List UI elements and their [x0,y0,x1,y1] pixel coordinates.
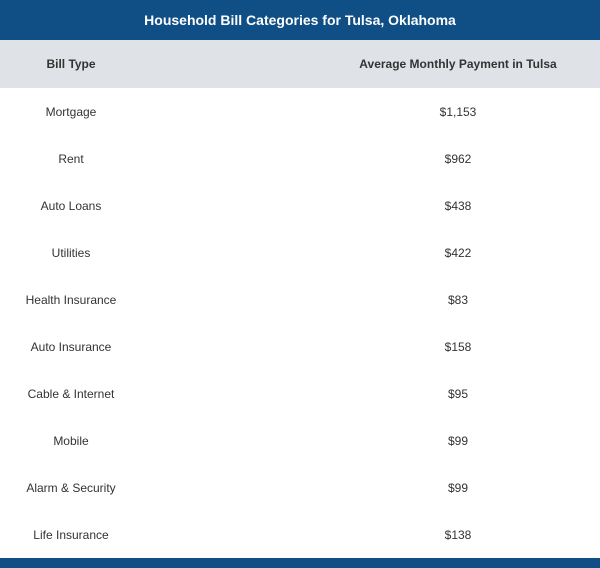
table-row: Alarm & Security $99 [0,464,600,511]
header-bill-type: Bill Type [46,57,96,71]
payment-cell: $422 [444,245,472,260]
table-row: Life Insurance $138 [0,511,600,558]
bottom-bar [0,558,600,568]
bill-type-cell: Alarm & Security [26,480,116,495]
bill-type-cell: Life Insurance [33,527,109,542]
bill-type-cell: Cable & Internet [27,386,115,401]
payment-cell: $138 [444,527,472,542]
table-row: Health Insurance $83 [0,276,600,323]
header-average-payment: Average Monthly Payment in Tulsa [359,57,557,71]
table-title: Household Bill Categories for Tulsa, Okl… [0,0,600,40]
table-row: Rent $962 [0,135,600,182]
payment-cell: $99 [447,433,469,448]
bill-type-cell: Health Insurance [25,292,117,307]
bill-type-cell: Utilities [51,245,91,260]
bill-type-cell: Rent [58,151,84,166]
payment-cell: $83 [447,292,469,307]
payment-cell: $95 [447,386,469,401]
payment-cell: $158 [444,339,472,354]
table-row: Auto Insurance $158 [0,323,600,370]
table-row: Mobile $99 [0,417,600,464]
table-row: Utilities $422 [0,229,600,276]
payment-cell: $438 [444,198,472,213]
table-body: Mortgage $1,153 Rent $962 Auto Loans $438 Util… [0,88,600,558]
bill-type-cell: Mortgage [45,104,97,119]
table-row: Cable & Internet $95 [0,370,600,417]
payment-cell: $1,153 [439,104,477,119]
bill-type-cell: Auto Insurance [30,339,112,354]
payment-cell: $962 [444,151,472,166]
table-row: Mortgage $1,153 [0,88,600,135]
table-header: Bill Type Average Monthly Payment in Tul… [0,40,600,88]
table-row: Auto Loans $438 [0,182,600,229]
bill-type-cell: Auto Loans [40,198,102,213]
bill-type-cell: Mobile [53,433,89,448]
payment-cell: $99 [447,480,469,495]
